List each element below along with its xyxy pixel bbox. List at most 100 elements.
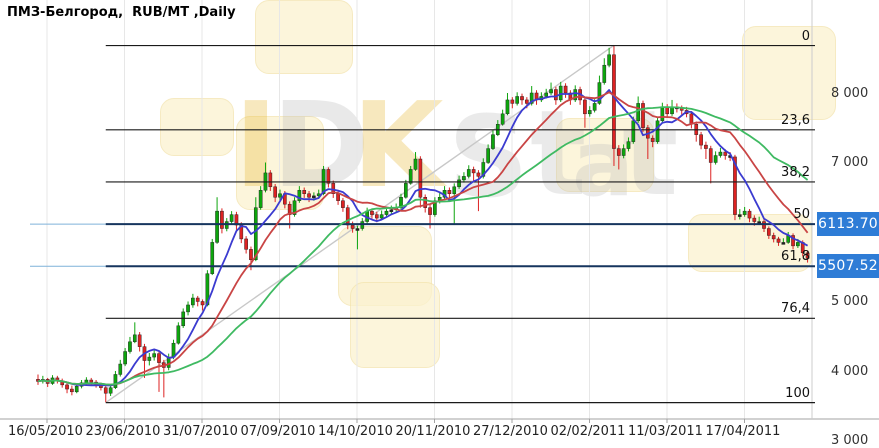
candle-body: [374, 214, 379, 219]
candle-body: [525, 99, 529, 104]
candle-body: [481, 162, 486, 177]
candle-body: [268, 172, 273, 188]
candle-body: [699, 134, 703, 146]
candle-body: [805, 252, 810, 259]
candle-body: [491, 134, 495, 149]
candle-body: [781, 242, 786, 245]
candle-body: [597, 82, 602, 104]
candle-body: [616, 148, 621, 156]
candle-body: [336, 193, 340, 201]
candle-body: [447, 190, 452, 194]
candle-body: [544, 92, 549, 97]
y-axis-label: 4 000: [831, 363, 869, 379]
candle-body: [776, 238, 781, 243]
candle-body: [157, 353, 161, 363]
candle-body: [486, 148, 490, 163]
candle-body: [312, 195, 316, 199]
candle-body: [510, 99, 515, 104]
candle-body: [113, 374, 118, 388]
candle-body: [466, 169, 471, 177]
fib-level-label: 61,8: [781, 249, 810, 265]
y-axis-label: 7 000: [831, 155, 869, 171]
candle-body: [176, 325, 181, 344]
candle-body: [89, 379, 94, 383]
x-axis-label: 07/09/2010: [240, 424, 316, 439]
candle-body: [554, 89, 558, 101]
candle-body: [428, 207, 432, 215]
candle-body: [278, 193, 282, 198]
candle-body: [70, 388, 74, 393]
x-axis-label: 14/10/2010: [318, 424, 393, 439]
candle-body: [462, 176, 466, 181]
watermark-tile: [742, 26, 836, 120]
candle-body: [220, 210, 224, 229]
candle-body: [607, 54, 611, 66]
x-axis-label: 23/06/2010: [85, 424, 161, 439]
candle-body: [191, 297, 195, 306]
candle-body: [108, 387, 113, 394]
fib-level-label: 100: [785, 385, 810, 401]
watermark-letter: D: [272, 76, 370, 214]
fib-level-label: 50: [793, 207, 810, 223]
candle-body: [733, 156, 737, 215]
candle-body: [210, 242, 215, 274]
candle-body: [249, 249, 253, 261]
candle-body: [292, 200, 297, 215]
candle-body: [573, 89, 578, 101]
candle-body: [307, 193, 311, 198]
candle-body: [186, 304, 190, 313]
candle-body: [626, 141, 631, 149]
price-marker-badge: 5507.52: [817, 254, 879, 279]
fib-level-label: 0: [801, 28, 810, 44]
candle-body: [84, 379, 89, 384]
candle-body: [457, 179, 461, 188]
chart-title: ПМЗ-Белгород, RUB/MT ,Daily: [7, 5, 236, 20]
candle-body: [636, 103, 640, 122]
candle-body: [660, 106, 665, 122]
candle-body: [655, 120, 660, 142]
watermark-letter: K: [352, 76, 444, 214]
candle-body: [418, 158, 423, 198]
candle-body: [152, 353, 156, 358]
candle-body: [297, 190, 302, 201]
candle-body: [258, 190, 263, 208]
candle-body: [253, 207, 258, 261]
candle-body: [355, 228, 360, 231]
candle-body: [350, 224, 355, 229]
candle-body: [747, 210, 752, 219]
x-axis-label: 17/04/2011: [705, 424, 781, 439]
candle-body: [612, 54, 616, 149]
price-marker-badge: 6113.70: [817, 212, 879, 237]
fib-level-label: 38,2: [781, 164, 810, 180]
candle-body: [408, 169, 413, 184]
candle-body: [423, 197, 428, 208]
candle-body: [602, 64, 607, 83]
candle-body: [650, 137, 655, 142]
candle-body: [379, 214, 384, 219]
x-axis-label: 16/05/2010: [8, 424, 83, 439]
candle-body: [471, 169, 476, 174]
candle-body: [389, 209, 394, 212]
watermark-tile: [160, 98, 234, 156]
y-axis-label: 8 000: [831, 85, 869, 101]
candle-body: [587, 110, 592, 115]
candle-body: [273, 186, 277, 198]
candle-body: [723, 151, 728, 156]
candle-body: [713, 155, 718, 163]
candle-body: [708, 148, 713, 163]
candle-body: [200, 301, 205, 306]
ma-line-slow: [37, 106, 809, 386]
candle-body: [74, 386, 79, 393]
candle-body: [718, 151, 723, 156]
candle-body: [704, 144, 708, 149]
candle-body: [302, 190, 307, 194]
candle-body: [549, 89, 553, 94]
candle-body: [128, 341, 132, 352]
candle-body: [563, 85, 568, 94]
x-axis-label: 31/07/2010: [163, 424, 238, 439]
candle-body: [752, 217, 757, 222]
candle-body: [345, 207, 350, 226]
candle-body: [229, 214, 234, 222]
